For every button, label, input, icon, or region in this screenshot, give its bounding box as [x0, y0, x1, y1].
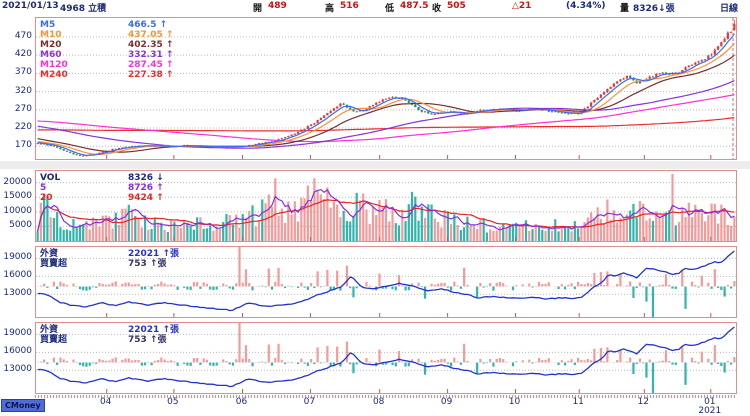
month-label: 09 — [440, 397, 453, 407]
change-pct-value: (4.34%) — [566, 1, 606, 11]
foreign-chart-1[interactable] — [36, 247, 736, 317]
ma-value: 332.31 ↑ — [128, 50, 174, 60]
ma-label: M60 — [40, 50, 62, 60]
panel-gap — [0, 161, 750, 169]
ma-value: 437.05 ↑ — [128, 30, 174, 40]
y-tick-label: 13000 — [3, 364, 32, 375]
period-toggle[interactable]: 日線 — [720, 4, 739, 14]
y-tick-label: 5000 — [9, 220, 32, 231]
month-label: 12 — [637, 397, 650, 407]
y-tick-label: 270 — [14, 103, 32, 114]
y-tick-label: 15000 — [3, 191, 32, 202]
volume-value: 8326↓張 — [633, 4, 675, 14]
y-tick-label: 320 — [14, 85, 32, 96]
month-label: 05 — [167, 397, 179, 407]
y-tick-label: 220 — [14, 122, 32, 133]
month-label: 11 — [572, 397, 584, 407]
ma-value: 402.35 ↑ — [128, 40, 174, 50]
foreign-chart-2[interactable] — [36, 323, 736, 393]
open-label: 開 — [253, 4, 263, 14]
foreign2-value: 753 ↑張 — [128, 335, 167, 345]
volume-chart[interactable] — [36, 171, 736, 241]
y-tick-label: 19000 — [3, 328, 32, 339]
ma-label: M5 — [40, 20, 56, 30]
foreign1-value: 753 ↑張 — [128, 259, 167, 269]
date-label: 2021/01/13 — [2, 1, 59, 11]
vol-value: 8726 ↑ — [128, 183, 164, 193]
vol-label: 5 — [40, 183, 47, 193]
month-label: 07 — [303, 397, 316, 407]
foreign-net-buy-panel-2[interactable]: 外資 22021 ↑張買賣超 753 ↑張 — [35, 322, 737, 394]
y-tick-label: 470 — [14, 30, 32, 41]
y-tick-label: 16000 — [3, 270, 32, 281]
vol-label: 20 — [40, 193, 53, 203]
ma-value: 227.38 ↑ — [128, 70, 174, 80]
change-value: △21 — [512, 1, 532, 11]
low-label: 低 — [385, 4, 395, 14]
close-value: 505 — [447, 1, 466, 11]
foreign-net-buy-panel-1[interactable]: 外資 22021 ↑張買賣超 753 ↑張 — [35, 246, 737, 318]
ma-value: 466.5 ↑ — [128, 20, 168, 30]
month-label: 01 2021 — [698, 397, 722, 416]
foreign2-label: 買賣超 — [40, 335, 68, 345]
high-value: 516 — [340, 1, 359, 11]
y-tick-label: 370 — [14, 67, 32, 78]
cmoney-logo: CMoney — [1, 399, 45, 412]
vol-label: VOL — [40, 173, 61, 183]
month-label: 04 — [99, 397, 112, 407]
ma-label: M240 — [40, 70, 68, 80]
foreign1-label: 外資 — [40, 249, 59, 259]
foreign1-value: 22021 ↑張 — [128, 249, 179, 259]
close-label: 收 — [432, 4, 442, 14]
foreign1-label: 買賣超 — [40, 259, 68, 269]
month-label: 10 — [508, 397, 521, 407]
y-tick-label: 20000 — [3, 176, 32, 187]
ma-label: M10 — [40, 30, 62, 40]
y-tick-label: 13000 — [3, 288, 32, 299]
candlestick-chart[interactable] — [36, 18, 736, 159]
month-label: 06 — [235, 397, 248, 407]
y-tick-label: 16000 — [3, 346, 32, 357]
y-tick-label: 10000 — [3, 205, 32, 216]
y-tick-label: 170 — [14, 140, 32, 151]
y-tick-label: 420 — [14, 49, 32, 60]
high-label: 高 — [325, 4, 335, 14]
open-value: 489 — [268, 1, 287, 11]
ma-label: M120 — [40, 60, 68, 70]
day-tick-strip — [35, 395, 737, 398]
y-tick-label: 19000 — [3, 252, 32, 263]
volume-panel[interactable]: VOL 8326 ↓ 5 8726 ↑ 20 9424 ↑ — [35, 170, 737, 242]
ma-label: M20 — [40, 40, 62, 50]
low-value: 487.5 — [400, 1, 429, 11]
stock-title: 4968 立積 — [60, 4, 107, 14]
volume-label: 量 — [620, 4, 630, 14]
ma-value: 287.45 ↑ — [128, 60, 174, 70]
foreign2-label: 外資 — [40, 325, 59, 335]
foreign2-value: 22021 ↑張 — [128, 325, 179, 335]
main-price-panel[interactable]: M5 466.5 ↑ M10 437.05 ↑ M20 402.35 ↑ M60 332.31… — [35, 17, 737, 160]
vol-value: 8326 ↓ — [128, 173, 164, 183]
vol-value: 9424 ↑ — [128, 193, 164, 203]
month-label: 08 — [372, 397, 385, 407]
